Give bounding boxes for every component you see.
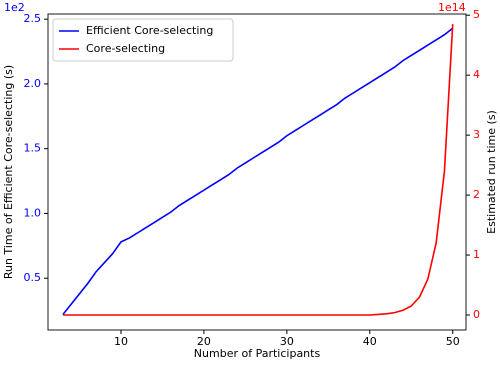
- y-tick-label: 0.5: [24, 271, 42, 284]
- legend-label: Core-selecting: [86, 42, 165, 55]
- y-tick-label: 2.0: [24, 77, 42, 90]
- y2-offset-label: 1e14: [438, 1, 466, 14]
- x-tick-label: 20: [197, 335, 211, 348]
- plot-frame: [47, 13, 467, 331]
- y2-tick-label: 2: [473, 188, 480, 201]
- y-tick-label: 2.5: [24, 12, 42, 25]
- y2-tick-label: 0: [473, 308, 480, 321]
- y2-tick-label: 4: [473, 68, 480, 81]
- legend-label: Efficient Core-selecting: [86, 24, 213, 37]
- y-tick-label: 1.5: [24, 142, 42, 155]
- legend: Efficient Core-selecting Core-selecting: [52, 18, 234, 62]
- x-tick-label: 30: [280, 335, 294, 348]
- data-line: [62, 27, 454, 315]
- x-tick-label: 40: [363, 335, 377, 348]
- y2-tick-label: 5: [473, 8, 480, 21]
- data-line: [62, 24, 454, 316]
- y-axis-label: Run Time of Efficient Core-selecting (s): [2, 65, 15, 279]
- x-tick-label: 10: [114, 335, 128, 348]
- x-tick-label: 50: [446, 335, 460, 348]
- y-offset-label: 1e2: [4, 1, 25, 14]
- y2-tick-label: 3: [473, 128, 480, 141]
- x-axis-label: Number of Participants: [194, 347, 321, 360]
- legend-box: [52, 18, 234, 62]
- y2-tick-label: 1: [473, 248, 480, 261]
- y2-axis-label: Estimated run time (s): [485, 110, 498, 234]
- y-tick-label: 1.0: [24, 206, 42, 219]
